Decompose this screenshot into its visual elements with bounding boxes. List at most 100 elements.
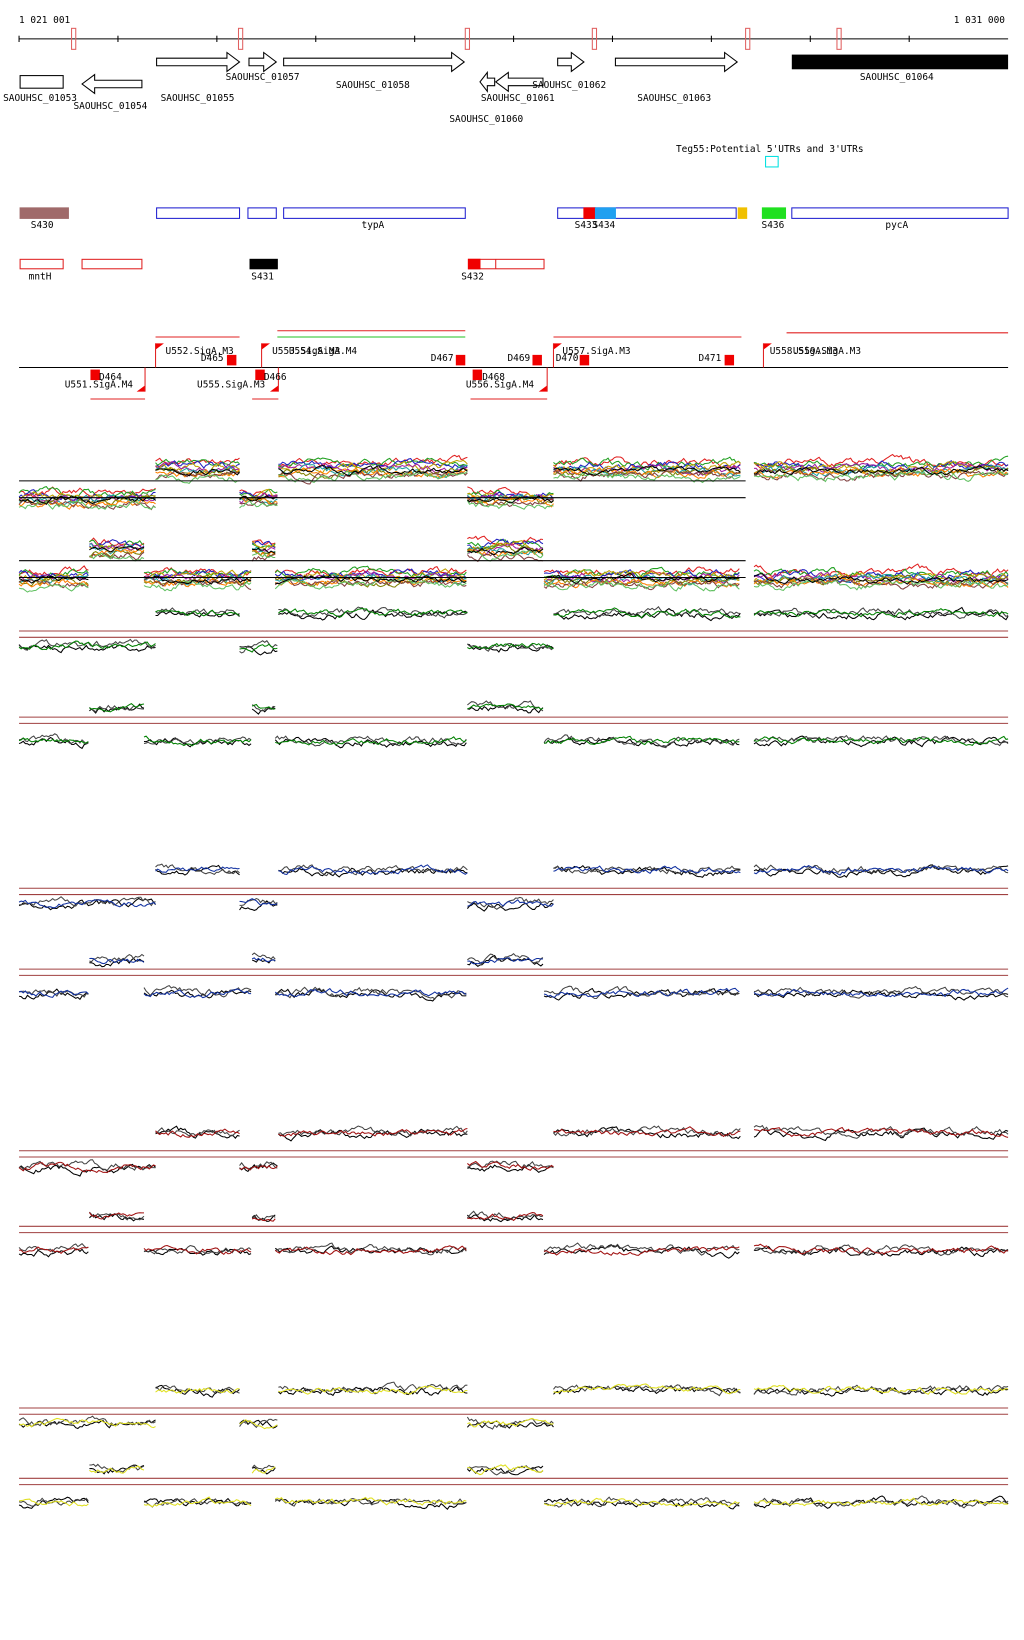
- terminator-label: D467: [431, 353, 454, 364]
- legend-box: [765, 155, 779, 168]
- expression-line: [18, 703, 1009, 747]
- feature: [19, 258, 64, 270]
- expression-line: [19, 952, 1009, 1000]
- gene: [791, 54, 1009, 70]
- promoter-label: U555.SigA.M3: [197, 379, 265, 390]
- feature: [283, 207, 466, 219]
- expression-line: [18, 549, 1009, 593]
- ruler-marker: [836, 27, 842, 50]
- ruler-marker: [591, 27, 598, 50]
- terminator-label: D466: [264, 372, 287, 383]
- feature: [156, 207, 241, 219]
- promoter-flag: [538, 385, 548, 392]
- terminator-label: D469: [507, 353, 530, 364]
- ruler-marker: [71, 27, 77, 50]
- expression-line: [18, 1210, 1009, 1257]
- feature-label: pycA: [885, 220, 908, 231]
- gene-label: SAOUHSC_01062: [532, 80, 606, 91]
- promoter-label: U554.SigA.M4: [289, 346, 358, 357]
- promoter-label: U556.SigA.M4: [466, 379, 535, 390]
- feature-label: S434: [593, 220, 616, 231]
- coord-start: 1 021 001: [19, 15, 70, 26]
- feature-label: S430: [31, 220, 54, 231]
- gene-label: SAOUHSC_01061: [481, 93, 555, 104]
- feature: [467, 258, 481, 270]
- feature-label: S432: [461, 271, 484, 282]
- promoter-flag: [155, 343, 164, 350]
- promoter-flag: [261, 343, 270, 350]
- expression-line: [18, 1384, 1009, 1430]
- feature: [761, 207, 787, 219]
- terminator-label: D470: [556, 353, 579, 364]
- feature-label: typA: [362, 220, 385, 231]
- gene-label: SAOUHSC_01063: [637, 93, 711, 104]
- feature-label: S431: [251, 271, 274, 282]
- ruler-marker: [745, 27, 751, 50]
- feature: [737, 207, 748, 219]
- promoter-flag: [269, 385, 279, 392]
- feature: [583, 207, 596, 219]
- feature-label: mntH: [29, 271, 52, 282]
- gene-label: SAOUHSC_01054: [73, 101, 147, 112]
- expression-line: [18, 466, 1009, 510]
- gene: [283, 51, 466, 73]
- gene-label: SAOUHSC_01057: [226, 72, 300, 83]
- feature-label: S433: [575, 220, 598, 231]
- terminator: [532, 354, 542, 366]
- expression-line: [19, 1212, 1009, 1256]
- terminator: [724, 354, 735, 366]
- gene-label: SAOUHSC_01058: [336, 80, 410, 91]
- ruler-marker: [464, 27, 471, 50]
- expression-line: [18, 864, 1009, 909]
- terminator: [90, 369, 100, 381]
- expression-line: [18, 1383, 1009, 1430]
- expression-line: [19, 863, 1009, 910]
- gene: [248, 51, 278, 73]
- promoter-label: U557.SigA.M3: [562, 346, 630, 357]
- terminator-label: D465: [201, 353, 224, 364]
- expression-line: [18, 468, 1009, 511]
- expression-line: [18, 606, 1009, 656]
- promoter-flag: [136, 385, 146, 392]
- feature: [81, 258, 143, 270]
- gene: [494, 71, 544, 93]
- expression-line: [18, 1464, 1009, 1508]
- gene: [156, 51, 241, 73]
- expression-line: [18, 469, 1009, 510]
- feature: [791, 207, 1009, 219]
- promoter-label: U558.SigA.M3: [770, 346, 838, 357]
- promoter-label: U551.SigA.M4: [65, 379, 134, 390]
- feature: [557, 207, 737, 219]
- gene: [479, 70, 496, 93]
- gene: [557, 51, 585, 73]
- feature: [19, 207, 69, 219]
- gene-label: SAOUHSC_01064: [860, 72, 934, 83]
- terminator: [579, 354, 590, 366]
- gene-label: SAOUHSC_01055: [161, 93, 235, 104]
- terminator: [255, 369, 265, 381]
- expression-line: [19, 1124, 1009, 1172]
- expression-line: [18, 957, 1009, 999]
- gene-label: SAOUHSC_01060: [449, 114, 523, 125]
- promoter-label: U553.SigA.M3: [272, 346, 340, 357]
- feature: [249, 258, 278, 270]
- expression-line: [18, 607, 1009, 653]
- gene: [81, 73, 143, 95]
- feature: [247, 207, 277, 219]
- terminator: [226, 354, 237, 366]
- feature: [594, 207, 616, 219]
- terminator: [455, 354, 466, 366]
- expression-line: [18, 1126, 1009, 1174]
- terminator-label: D468: [482, 372, 505, 383]
- terminator: [472, 369, 483, 381]
- ruler-marker: [237, 27, 244, 50]
- gene-label: SAOUHSC_01053: [3, 93, 77, 104]
- promoter-label: U552.SigA.M3: [166, 346, 234, 357]
- feature-label: S436: [762, 220, 785, 231]
- promoter-flag: [553, 343, 562, 350]
- expression-line: [18, 465, 1009, 506]
- gene: [614, 51, 739, 73]
- expression-line: [18, 1463, 1009, 1509]
- terminator-label: D464: [99, 372, 122, 383]
